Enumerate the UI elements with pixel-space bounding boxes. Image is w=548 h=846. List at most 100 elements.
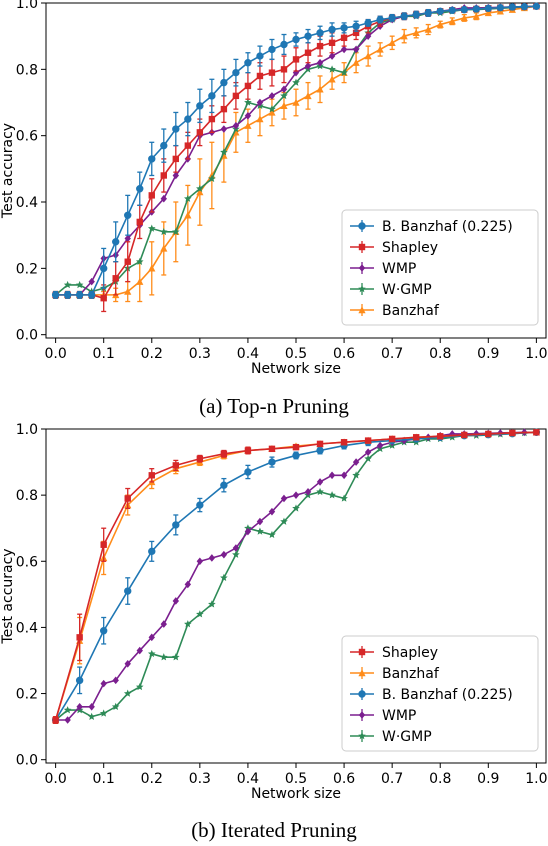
data-point xyxy=(196,184,204,192)
x-tick-label: 0.0 xyxy=(44,346,66,362)
data-point xyxy=(63,291,72,299)
data-point xyxy=(184,211,192,219)
data-point xyxy=(304,49,312,56)
x-tick-label: 0.8 xyxy=(429,346,451,362)
data-point xyxy=(112,238,120,246)
data-point xyxy=(532,2,541,11)
data-point xyxy=(352,471,360,479)
data-point xyxy=(135,682,144,691)
data-point xyxy=(520,2,529,11)
legend-marker xyxy=(358,243,366,251)
data-point xyxy=(509,429,516,437)
data-point xyxy=(220,105,228,113)
data-point xyxy=(135,257,144,265)
data-point xyxy=(484,9,492,17)
x-tick-label: 0.3 xyxy=(189,346,211,362)
data-point xyxy=(328,75,336,83)
data-point xyxy=(160,141,168,150)
y-tick-label: 0.4 xyxy=(16,195,38,211)
y-axis-label: Test accuracy xyxy=(0,123,16,219)
data-point xyxy=(496,3,505,12)
data-point xyxy=(244,59,252,67)
legend-item-shapley: Shapley xyxy=(350,645,438,661)
data-point xyxy=(159,653,168,661)
data-point xyxy=(51,291,60,299)
legend-label: WMP xyxy=(382,708,416,724)
data-point xyxy=(424,25,432,33)
data-point xyxy=(328,65,336,73)
data-point xyxy=(328,25,336,34)
data-point xyxy=(304,62,312,70)
data-point xyxy=(123,689,132,697)
y-tick-label: 0.2 xyxy=(16,261,38,277)
data-point xyxy=(436,7,444,15)
data-point xyxy=(352,45,360,54)
data-point xyxy=(280,102,288,110)
data-point xyxy=(280,91,288,100)
data-point xyxy=(220,148,228,156)
legend-label: B. Banzhaf (0.225) xyxy=(382,687,513,703)
legend-box xyxy=(341,635,539,752)
x-tick-label: 0.9 xyxy=(477,346,499,362)
data-point xyxy=(472,5,480,13)
data-point xyxy=(328,491,336,499)
data-point xyxy=(196,129,204,136)
data-point xyxy=(208,174,216,183)
data-point xyxy=(208,92,216,100)
data-point xyxy=(184,620,192,628)
legend-item-banzhaf: Banzhaf xyxy=(350,666,440,682)
data-point xyxy=(280,85,288,94)
y-tick-label: 0.2 xyxy=(16,687,38,703)
data-point xyxy=(99,627,108,635)
data-point xyxy=(99,709,108,717)
legend-label: W·GMP xyxy=(382,729,432,745)
data-point xyxy=(533,429,540,436)
data-point xyxy=(328,39,336,47)
data-point xyxy=(124,659,131,668)
data-point xyxy=(136,185,144,193)
data-point xyxy=(148,264,156,272)
data-point xyxy=(75,280,84,289)
data-point xyxy=(472,12,480,20)
data-point xyxy=(364,32,372,40)
data-point xyxy=(172,653,180,661)
data-point xyxy=(256,527,264,535)
data-point xyxy=(364,19,372,27)
data-point xyxy=(292,56,300,63)
data-point xyxy=(220,550,228,559)
data-point xyxy=(292,491,300,499)
data-point xyxy=(99,264,108,273)
x-tick-label: 0.2 xyxy=(141,346,163,362)
data-point xyxy=(87,712,96,720)
legend-label: Banzhaf xyxy=(382,303,440,319)
data-point xyxy=(340,68,348,76)
data-point xyxy=(208,600,216,608)
data-point xyxy=(268,458,276,466)
data-point xyxy=(268,108,276,116)
data-point xyxy=(448,6,456,14)
data-point xyxy=(76,702,83,711)
data-point xyxy=(316,446,324,455)
data-point xyxy=(280,517,288,525)
data-point xyxy=(148,192,155,199)
legend: B. Banzhaf (0.225) Shapley WMP W·GMP Banzhaf xyxy=(341,209,539,326)
data-point xyxy=(292,35,300,44)
data-point xyxy=(292,443,300,451)
data-point xyxy=(220,78,228,87)
data-point xyxy=(124,211,132,219)
data-point xyxy=(292,504,300,512)
legend-marker xyxy=(358,222,366,230)
x-tick-label: 0.8 xyxy=(429,771,451,787)
data-point xyxy=(124,495,131,502)
data-point xyxy=(244,98,252,106)
data-point xyxy=(63,706,72,714)
data-point xyxy=(148,547,156,556)
x-tick-label: 1.0 xyxy=(525,771,547,787)
x-tick-label: 0.1 xyxy=(93,771,115,787)
data-point xyxy=(448,17,456,25)
legend-marker xyxy=(358,648,366,656)
legend-marker xyxy=(358,732,366,740)
data-point xyxy=(147,224,156,232)
data-point xyxy=(196,501,204,509)
data-point xyxy=(160,194,167,203)
